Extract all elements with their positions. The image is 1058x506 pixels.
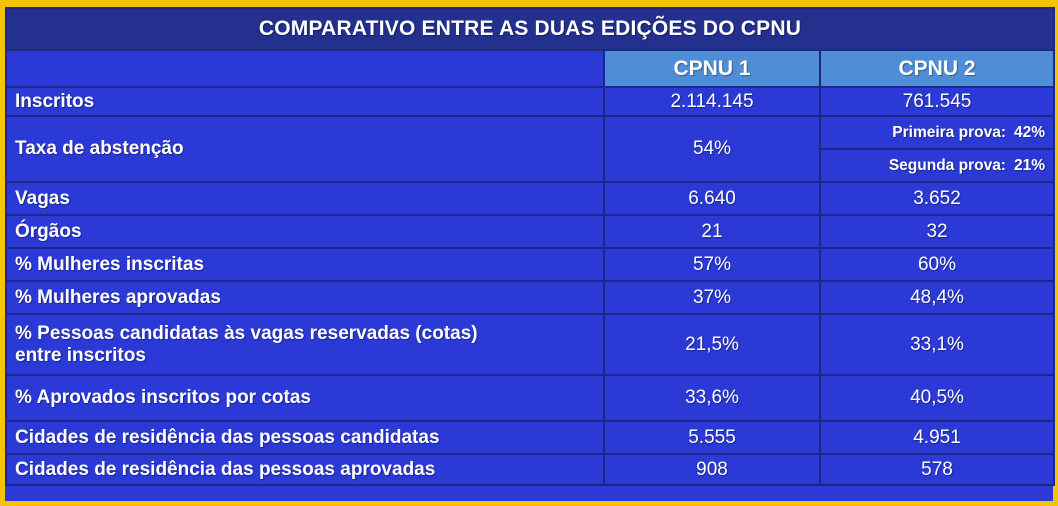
row-label-cotas-line2: entre inscritos bbox=[15, 344, 146, 366]
cell-orgaos-cpnu2: 32 bbox=[818, 214, 1056, 249]
comparison-table-frame: COMPARATIVO ENTRE AS DUAS EDIÇÕES DO CPN… bbox=[4, 7, 1056, 501]
cell-mulheres-aprovadas-cpnu1: 37% bbox=[603, 280, 821, 315]
table-row: Taxa de abstenção 54% Primeira prova: 42% bbox=[5, 115, 1056, 183]
cell-vagas-cpnu2: 3.652 bbox=[818, 181, 1056, 216]
row-label-orgaos: Órgãos bbox=[5, 214, 605, 249]
table-row: Segunda prova: 21% bbox=[6, 148, 1056, 183]
cell-cidades-aprovadas-cpnu1: 908 bbox=[603, 453, 821, 486]
row-label-mulheres-aprovadas: % Mulheres aprovadas bbox=[5, 280, 605, 315]
table-row: % Mulheres inscritas 57% 60% bbox=[5, 247, 1056, 282]
cell-mulheres-inscritas-cpnu1: 57% bbox=[603, 247, 821, 282]
segunda-prova-label: Segunda prova: bbox=[888, 156, 1006, 174]
row-label-cidades-candidatas: Cidades de residência das pessoas candid… bbox=[5, 420, 605, 455]
title-row: COMPARATIVO ENTRE AS DUAS EDIÇÕES DO CPN… bbox=[4, 7, 1056, 51]
column-header-cpnu2: CPNU 2 bbox=[818, 49, 1056, 88]
row-label-cotas-inscritos: % Pessoas candidatas às vagas reservadas… bbox=[5, 313, 605, 376]
cell-cidades-candidatas-cpnu1: 5.555 bbox=[603, 420, 821, 455]
comparison-table: COMPARATIVO ENTRE AS DUAS EDIÇÕES DO CPN… bbox=[4, 7, 1056, 486]
table-row: Cidades de residência das pessoas candid… bbox=[5, 420, 1056, 455]
primeira-prova-label: Primeira prova: bbox=[892, 123, 1006, 141]
cell-mulheres-inscritas-cpnu2: 60% bbox=[818, 247, 1056, 282]
table-title: COMPARATIVO ENTRE AS DUAS EDIÇÕES DO CPN… bbox=[4, 7, 1056, 51]
cell-orgaos-cpnu1: 21 bbox=[603, 214, 821, 249]
cell-abstencao-cpnu2-segunda: Segunda prova: 21% bbox=[818, 148, 1056, 183]
header-blank-cell bbox=[5, 49, 605, 88]
row-label-inscritos: Inscritos bbox=[5, 86, 605, 117]
row-label-aprovados-cotas: % Aprovados inscritos por cotas bbox=[5, 374, 605, 422]
table-row: % Aprovados inscritos por cotas 33,6% 40… bbox=[5, 374, 1056, 422]
table-row: Cidades de residência das pessoas aprova… bbox=[5, 453, 1056, 486]
cell-cotas-inscritos-cpnu2: 33,1% bbox=[818, 313, 1056, 376]
row-label-mulheres-inscritas: % Mulheres inscritas bbox=[5, 247, 605, 282]
cell-abstencao-cpnu2-primeira: Primeira prova: 42% bbox=[818, 115, 1056, 150]
row-label-abstencao: Taxa de abstenção bbox=[5, 115, 605, 183]
cell-abstencao-cpnu1: 54% bbox=[603, 115, 821, 183]
cell-aprovados-cotas-cpnu2: 40,5% bbox=[818, 374, 1056, 422]
column-header-cpnu1: CPNU 1 bbox=[603, 49, 821, 88]
cell-cidades-candidatas-cpnu2: 4.951 bbox=[818, 420, 1056, 455]
header-row: CPNU 1 CPNU 2 bbox=[5, 49, 1056, 88]
row-label-cotas-line1: % Pessoas candidatas às vagas reservadas… bbox=[15, 322, 478, 344]
cell-vagas-cpnu1: 6.640 bbox=[603, 181, 821, 216]
table-row: Vagas 6.640 3.652 bbox=[5, 181, 1056, 216]
row-label-cidades-aprovadas: Cidades de residência das pessoas aprova… bbox=[5, 453, 605, 486]
table-row: Inscritos 2.114.145 761.545 bbox=[5, 86, 1056, 117]
cell-inscritos-cpnu1: 2.114.145 bbox=[603, 86, 821, 117]
cell-cidades-aprovadas-cpnu2: 578 bbox=[818, 453, 1056, 486]
primeira-prova-value: 42% bbox=[1013, 123, 1046, 141]
cell-inscritos-cpnu2: 761.545 bbox=[818, 86, 1056, 117]
cell-mulheres-aprovadas-cpnu2: 48,4% bbox=[818, 280, 1056, 315]
segunda-prova-value: 21% bbox=[1013, 156, 1046, 174]
cell-cotas-inscritos-cpnu1: 21,5% bbox=[603, 313, 821, 376]
table-row: % Pessoas candidatas às vagas reservadas… bbox=[5, 313, 1056, 376]
table-row: Órgãos 21 32 bbox=[5, 214, 1056, 249]
row-label-vagas: Vagas bbox=[5, 181, 605, 216]
cell-aprovados-cotas-cpnu1: 33,6% bbox=[603, 374, 821, 422]
table-row: % Mulheres aprovadas 37% 48,4% bbox=[5, 280, 1056, 315]
